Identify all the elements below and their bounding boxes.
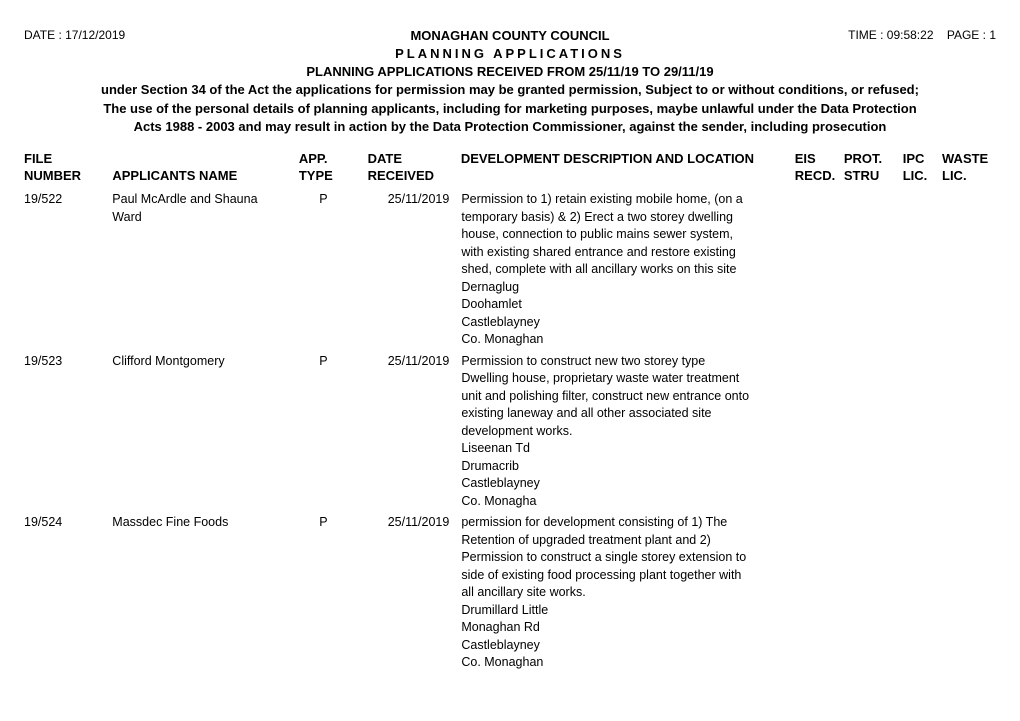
description-line: Co. Monagha: [461, 493, 795, 511]
description-line: Castleblayney: [461, 314, 795, 332]
report-title: PLANNING APPLICATIONS: [24, 45, 996, 63]
col-name-l2: APPLICANTS NAME: [112, 167, 299, 185]
table-row: 19/523Clifford MontgomeryP25/11/2019Perm…: [24, 351, 996, 511]
col-desc-l1: DEVELOPMENT DESCRIPTION AND LOCATION: [461, 150, 785, 168]
col-file: FILE NUMBER: [24, 150, 112, 185]
cell-applicant-name: Paul McArdle and Shauna Ward: [112, 191, 299, 226]
description-line: Doohamlet: [461, 296, 795, 314]
description-line: Permission to 1) retain existing mobile …: [461, 191, 795, 209]
top-bar: DATE : 17/12/2019 MONAGHAN COUNTY COUNCI…: [24, 28, 996, 43]
cell-file-number: 19/522: [24, 191, 112, 209]
col-file-l2: NUMBER: [24, 167, 112, 185]
col-ipc-l2: LIC.: [903, 167, 942, 185]
description-line: Dernaglug: [461, 279, 795, 297]
cell-description: Permission to 1) retain existing mobile …: [461, 191, 795, 349]
report-note-3: Acts 1988 - 2003 and may result in actio…: [24, 118, 996, 136]
cell-applicant-name: Massdec Fine Foods: [112, 514, 299, 532]
description-line: Dwelling house, proprietary waste water …: [461, 370, 795, 388]
description-line: Castleblayney: [461, 637, 795, 655]
col-eis: EIS RECD.: [795, 150, 844, 185]
report-time-page: TIME : 09:58:22 PAGE : 1: [796, 28, 996, 42]
description-line: Co. Monaghan: [461, 654, 795, 672]
cell-file-number: 19/524: [24, 514, 112, 532]
cell-app-type: P: [299, 191, 368, 209]
col-file-l1: FILE: [24, 150, 112, 168]
description-line: Drumillard Little: [461, 602, 795, 620]
date-label: DATE :: [24, 28, 65, 42]
description-line: side of existing food processing plant t…: [461, 567, 795, 585]
cell-file-number: 19/523: [24, 353, 112, 371]
col-desc: DEVELOPMENT DESCRIPTION AND LOCATION: [461, 150, 795, 185]
col-waste-l2: LIC.: [942, 167, 996, 185]
cell-date-received: 25/11/2019: [368, 191, 461, 209]
cell-app-type: P: [299, 353, 368, 371]
col-prot-l2: STRU: [844, 167, 903, 185]
col-eis-l2: RECD.: [795, 167, 844, 185]
table-row: 19/522Paul McArdle and Shauna WardP25/11…: [24, 189, 996, 349]
date-value: 17/12/2019: [65, 28, 125, 42]
report-note-2: The use of the personal details of plann…: [24, 100, 996, 118]
description-line: permission for development consisting of…: [461, 514, 795, 532]
col-prot-l1: PROT.: [844, 150, 903, 168]
col-date: DATE RECEIVED: [368, 150, 461, 185]
description-line: with existing shared entrance and restor…: [461, 244, 795, 262]
description-line: shed, complete with all ancillary works …: [461, 261, 795, 279]
description-line: Monaghan Rd: [461, 619, 795, 637]
description-line: all ancillary site works.: [461, 584, 795, 602]
col-type: APP. TYPE: [299, 150, 368, 185]
page-value: 1: [989, 28, 996, 42]
column-headers: FILE NUMBER APPLICANTS NAME APP. TYPE DA…: [24, 150, 996, 185]
description-line: temporary basis) & 2) Erect a two storey…: [461, 209, 795, 227]
description-line: Retention of upgraded treatment plant an…: [461, 532, 795, 550]
cell-applicant-name: Clifford Montgomery: [112, 353, 299, 371]
cell-date-received: 25/11/2019: [368, 353, 461, 371]
description-line: existing laneway and all other associate…: [461, 405, 795, 423]
time-label: TIME :: [848, 28, 887, 42]
report-subtitle: PLANNING APPLICATIONS RECEIVED FROM 25/1…: [24, 63, 996, 81]
time-value: 09:58:22: [887, 28, 934, 42]
col-eis-l1: EIS: [795, 150, 844, 168]
report-date: DATE : 17/12/2019: [24, 28, 224, 42]
description-line: Drumacrib: [461, 458, 795, 476]
table-row: 19/524Massdec Fine FoodsP25/11/2019permi…: [24, 512, 996, 672]
col-ipc-l1: IPC: [903, 150, 942, 168]
cell-description: permission for development consisting of…: [461, 514, 795, 672]
col-waste-l1: WASTE: [942, 150, 996, 168]
cell-description: Permission to construct new two storey t…: [461, 353, 795, 511]
col-date-l1: DATE: [368, 150, 461, 168]
description-line: Permission to construct new two storey t…: [461, 353, 795, 371]
col-type-l1: APP.: [299, 150, 368, 168]
col-waste: WASTE LIC.: [942, 150, 996, 185]
council-name: MONAGHAN COUNTY COUNCIL: [224, 28, 796, 43]
description-line: unit and polishing filter, construct new…: [461, 388, 795, 406]
description-line: house, connection to public mains sewer …: [461, 226, 795, 244]
report-note-1: under Section 34 of the Act the applicat…: [24, 81, 996, 99]
description-line: Liseenan Td: [461, 440, 795, 458]
col-ipc: IPC LIC.: [903, 150, 942, 185]
description-line: Permission to construct a single storey …: [461, 549, 795, 567]
col-date-l2: RECEIVED: [368, 167, 461, 185]
col-type-l2: TYPE: [299, 167, 368, 185]
description-line: Castleblayney: [461, 475, 795, 493]
description-line: development works.: [461, 423, 795, 441]
cell-app-type: P: [299, 514, 368, 532]
col-name: APPLICANTS NAME: [112, 150, 299, 185]
page-label: PAGE :: [947, 28, 989, 42]
col-prot: PROT. STRU: [844, 150, 903, 185]
description-line: Co. Monaghan: [461, 331, 795, 349]
table-body: 19/522Paul McArdle and Shauna WardP25/11…: [24, 189, 996, 672]
header-block: PLANNING APPLICATIONS PLANNING APPLICATI…: [24, 45, 996, 136]
cell-date-received: 25/11/2019: [368, 514, 461, 532]
